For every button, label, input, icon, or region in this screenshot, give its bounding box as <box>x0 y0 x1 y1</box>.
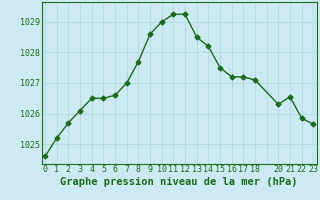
X-axis label: Graphe pression niveau de la mer (hPa): Graphe pression niveau de la mer (hPa) <box>60 177 298 187</box>
